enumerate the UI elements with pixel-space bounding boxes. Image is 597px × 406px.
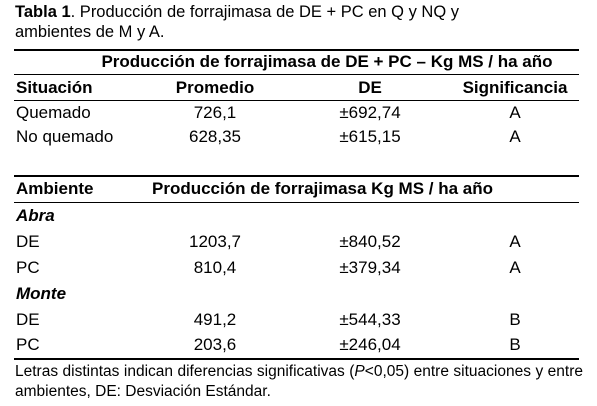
row-de: ±615,15 [339, 127, 401, 146]
row-significancia: B [509, 335, 521, 354]
row-promedio: 203,6 [193, 335, 237, 354]
table1-top-rule [14, 49, 579, 51]
column-header-significancia: Significancia [462, 78, 568, 97]
table-row: No quemado 628,35 ±615,15 A [0, 126, 597, 148]
column-header-situacion: Situación [16, 78, 93, 97]
row-label: PC [16, 335, 40, 354]
caption-text-line2: ambientes de M y A. [15, 23, 165, 41]
row-label: PC [16, 258, 40, 277]
table-row: DE 491,2 ±544,33 B [0, 309, 597, 331]
column-header-de: DE [358, 78, 382, 97]
row-significancia: A [509, 232, 521, 251]
row-significancia: A [509, 258, 521, 277]
group-heading-monte: Monte [16, 284, 67, 303]
row-label: Quemado [16, 103, 91, 122]
table-row: Quemado 726,1 ±692,74 A [0, 102, 597, 124]
caption-text-line1: . Producción de forrajimasa de DE + PC e… [70, 3, 460, 21]
table2-top-rule [14, 175, 579, 177]
footnote-part2: <0,05) entre situaciones y entre ambient… [15, 363, 583, 400]
column-header-promedio: Promedio [175, 78, 255, 97]
row-label: DE [16, 232, 40, 251]
row-significancia: A [509, 103, 521, 122]
group-heading-row: Abra [0, 205, 597, 227]
row-significancia: A [509, 127, 521, 146]
group-heading-abra: Abra [16, 206, 55, 225]
table1-column-header-row: Situación Promedio DE Significancia [0, 77, 597, 99]
footnote-p-symbol: P [354, 363, 365, 380]
table-row: PC 203,6 ±246,04 B [0, 334, 597, 356]
row-promedio: 628,35 [189, 127, 241, 146]
table1-span-header: Producción de forrajimasa de DE + PC – K… [101, 52, 553, 71]
table1-header-bottom-rule [14, 100, 579, 101]
table-row: DE 1203,7 ±840,52 A [0, 231, 597, 253]
row-de: ±544,33 [339, 310, 401, 329]
row-label: No quemado [16, 127, 114, 146]
table-caption: Tabla 1. Producción de forrajimasa de DE… [15, 2, 583, 42]
table2-header-bottom-rule [14, 202, 579, 203]
table1-subheader-rule [14, 74, 579, 75]
row-promedio: 491,2 [193, 310, 237, 329]
table1-span-header-row: Producción de forrajimasa de DE + PC – K… [0, 51, 597, 73]
row-promedio: 1203,7 [189, 232, 241, 251]
row-de: ±246,04 [339, 335, 401, 354]
row-promedio: 810,4 [193, 258, 237, 277]
row-label: DE [16, 310, 40, 329]
caption-label: Tabla 1 [15, 3, 71, 21]
row-de: ±379,34 [339, 258, 401, 277]
row-de: ±840,52 [339, 232, 401, 251]
table-row: PC 810,4 ±379,34 A [0, 257, 597, 279]
row-promedio: 726,1 [193, 103, 237, 122]
table-footnote: Letras distintas indican diferencias sig… [15, 362, 583, 402]
table2-span-header: Producción de forrajimasa Kg MS / ha año [152, 179, 494, 198]
table2-bottom-rule [14, 358, 579, 360]
row-significancia: B [509, 310, 521, 329]
footnote-part1: Letras distintas indican diferencias sig… [15, 363, 355, 380]
row-de: ±692,74 [339, 103, 401, 122]
column-header-ambiente: Ambiente [16, 179, 94, 198]
table2-header-row: Ambiente Producción de forrajimasa Kg MS… [0, 178, 597, 200]
group-heading-row: Monte [0, 283, 597, 305]
